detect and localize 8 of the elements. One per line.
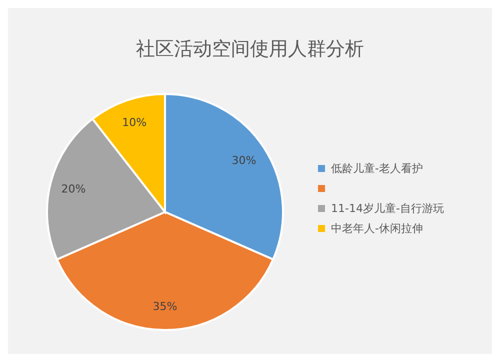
data-label: 30% — [232, 154, 256, 167]
data-label: 35% — [152, 300, 178, 313]
chart-title: 社区活动空间使用人群分析 — [135, 37, 365, 62]
legend-label: 中老年人-休闲拉伸 — [331, 220, 423, 236]
legend-label: 低龄儿童-老人看护 — [331, 160, 423, 176]
data-label: 20% — [61, 182, 86, 196]
legend-label: 11-14岁儿童-自行游玩 — [331, 200, 444, 216]
data-label: 10% — [122, 116, 147, 130]
